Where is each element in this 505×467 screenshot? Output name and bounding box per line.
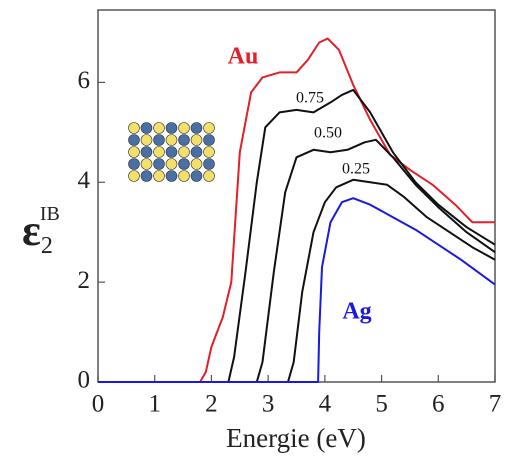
x-tick-label: 5 (375, 391, 388, 418)
lattice-atom (178, 122, 190, 134)
lattice-atom (178, 158, 190, 170)
lattice-atom (165, 170, 178, 182)
lattice-atom (190, 158, 203, 170)
lattice-atom (190, 170, 203, 182)
x-tick-label: 7 (489, 391, 502, 418)
lattice-atom (178, 146, 190, 158)
series-line (98, 37, 495, 383)
x-tick-label: 2 (205, 391, 218, 418)
x-tick-label: 0 (92, 391, 105, 418)
x-tick-label: 6 (432, 391, 445, 418)
lattice-atom (128, 122, 140, 134)
series-label: 0.25 (342, 161, 370, 178)
series-line (98, 88, 496, 383)
lattice-atom (178, 134, 190, 146)
series-label: Ag (342, 299, 371, 325)
lattice-icon (128, 122, 215, 182)
lattice-atom (165, 146, 178, 158)
lattice-atom (203, 158, 215, 170)
lattice-atom (153, 170, 165, 182)
lattice-atom (128, 146, 140, 158)
series-line (98, 178, 496, 383)
lattice-atom (128, 170, 140, 182)
y-tick-label: 4 (78, 167, 91, 194)
lattice-atom (128, 158, 140, 170)
y-axis-label: ε2 IB (22, 203, 60, 259)
lattice-atom (140, 134, 153, 146)
lattice-atom (190, 134, 203, 146)
y-label-symbol: ε (22, 206, 41, 255)
lattice-atom (165, 134, 178, 146)
lattice-atom (140, 122, 153, 134)
y-tick-label: 0 (78, 367, 91, 394)
lattice-atom (203, 170, 215, 182)
y-tick-label: 6 (78, 67, 91, 94)
lattice-atom (203, 134, 215, 146)
y-tick-label: 2 (78, 267, 91, 294)
lattice-atom (140, 170, 153, 182)
x-axis-label: Energie (eV) (226, 423, 366, 453)
lattice-atom (190, 122, 203, 134)
series-label: Au (228, 44, 259, 70)
y-label-sub: 2 (41, 233, 53, 259)
lattice-atom (140, 158, 153, 170)
x-tick-label: 3 (262, 391, 275, 418)
lattice-atom (190, 146, 203, 158)
lattice-atom (178, 170, 190, 182)
lattice-atom (165, 122, 178, 134)
series-line (98, 138, 496, 383)
x-tick-label: 4 (319, 391, 332, 418)
lattice-atom (128, 134, 140, 146)
lattice-atom (153, 158, 165, 170)
series-label: 0.50 (314, 125, 342, 142)
lattice-atom (153, 134, 165, 146)
lattice-atom (165, 158, 178, 170)
lattice-atom (140, 146, 153, 158)
series-label: 0.75 (296, 90, 324, 107)
series-line (98, 197, 496, 383)
y-label-sup: IB (40, 203, 60, 225)
x-tick-label: 1 (148, 391, 161, 418)
lattice-atom (153, 146, 165, 158)
plot-frame (97, 9, 496, 383)
lattice-atom (203, 146, 215, 158)
lattice-atom (203, 122, 215, 134)
lattice-atom (153, 122, 165, 134)
